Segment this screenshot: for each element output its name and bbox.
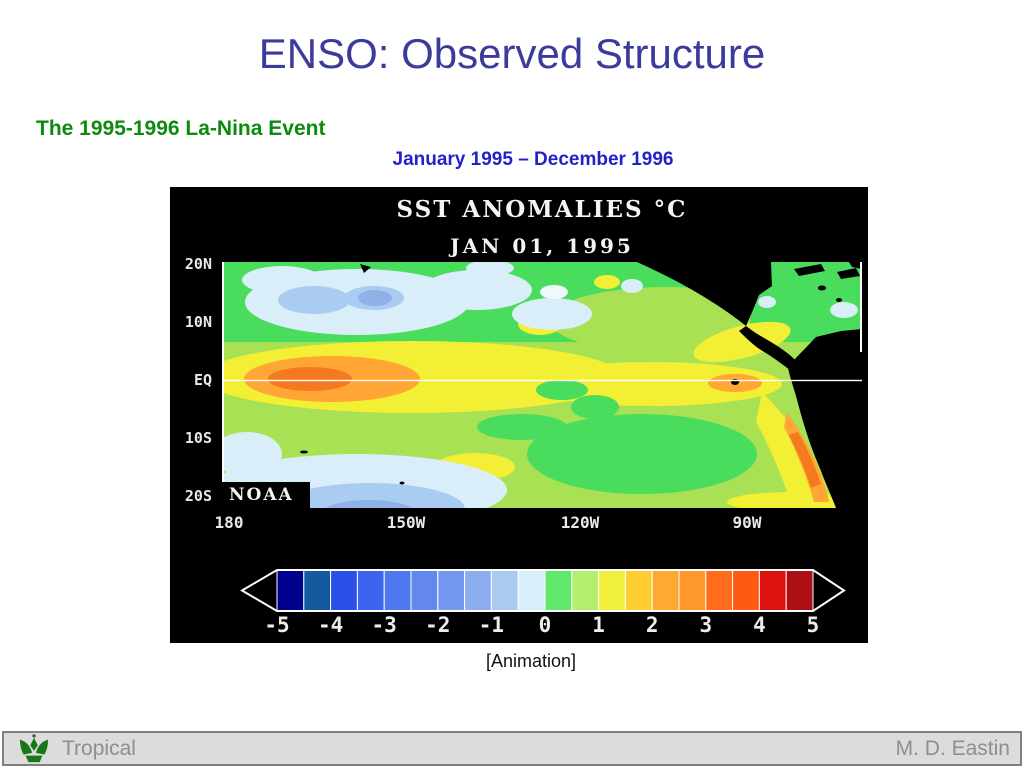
sst-anomaly-map: [222, 262, 862, 508]
lon-tick-label: 180: [214, 513, 244, 532]
colorbar-tick-label: 2: [645, 613, 659, 637]
lon-tick-label: 90W: [732, 513, 762, 532]
noaa-source-label: NOAA: [222, 482, 310, 508]
lat-tick-label: EQ: [193, 371, 212, 389]
colorbar-tick-label: 5: [806, 613, 820, 637]
colorbar-tick-label: -3: [371, 613, 397, 637]
lat-tick-label: 10N: [184, 313, 212, 331]
longitude-axis: 180 150W 120W 90W: [170, 513, 868, 535]
footer-left-label: Tropical: [62, 737, 136, 760]
crown-logo-icon: [19, 734, 49, 763]
lat-tick-label: 20S: [184, 487, 212, 505]
lat-tick-label: 20N: [184, 255, 212, 273]
lat-tick-label: 10S: [184, 429, 212, 447]
figure-title: SST ANOMALIES °C: [396, 196, 688, 223]
colorbar-tick-label: 4: [753, 613, 766, 637]
lon-tick-label: 120W: [560, 513, 600, 532]
footer-right-label: M. D. Eastin: [895, 737, 1010, 760]
colorbar-tick-label: -4: [317, 613, 344, 637]
footer-bar: Tropical M. D. Eastin: [2, 731, 1022, 766]
colorbar-tick-row: -5 -4 -3 -2 -1 0 1 2 3 4 5: [170, 613, 868, 637]
page-title: ENSO: Observed Structure: [258, 30, 766, 77]
colorbar: [240, 569, 846, 612]
colorbar-tick-label: 1: [592, 613, 605, 637]
event-heading: The 1995-1996 La-Nina Event: [36, 117, 326, 140]
colorbar-tick-label: -5: [264, 613, 290, 637]
sst-figure: SST ANOMALIES °C JAN 01, 1995 20N 10N EQ 10…: [170, 187, 868, 643]
colorbar-tick-label: -1: [478, 613, 505, 637]
colorbar-tick-label: 3: [699, 613, 713, 637]
map-plot-area: [222, 262, 862, 508]
colorbar-tick-label: -2: [425, 613, 451, 637]
date-range-heading: January 1995 – December 1996: [392, 149, 674, 170]
colorbar-tick-label: 0: [538, 613, 552, 637]
lon-tick-label: 150W: [386, 513, 426, 532]
animation-caption: [Animation]: [485, 651, 577, 671]
figure-date: JAN 01, 1995: [450, 234, 634, 258]
